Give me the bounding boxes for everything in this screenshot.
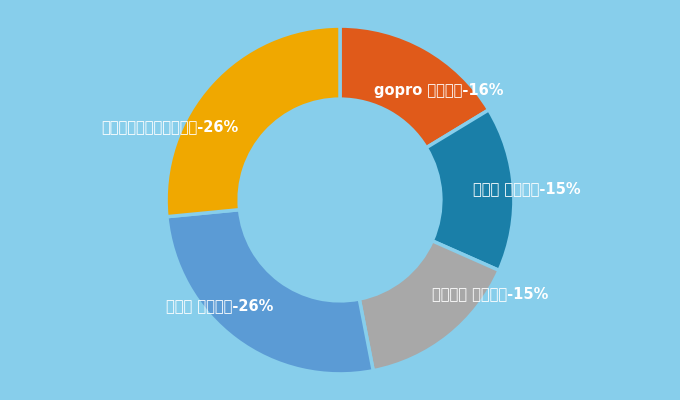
Wedge shape xyxy=(166,26,340,217)
Wedge shape xyxy=(359,241,499,371)
Wedge shape xyxy=(340,26,489,148)
Text: gopro レンタル-16%: gopro レンタル-16% xyxy=(374,83,504,98)
Text: 東京カメラ機材レンタル-26%: 東京カメラ機材レンタル-26% xyxy=(101,119,239,134)
Text: カメラ レンタル-26%: カメラ レンタル-26% xyxy=(165,298,273,313)
Text: 一眼レフ レンタル-15%: 一眼レフ レンタル-15% xyxy=(432,286,548,302)
Text: レンズ レンタル-15%: レンズ レンタル-15% xyxy=(473,181,581,196)
Wedge shape xyxy=(426,110,514,270)
Wedge shape xyxy=(167,210,373,374)
